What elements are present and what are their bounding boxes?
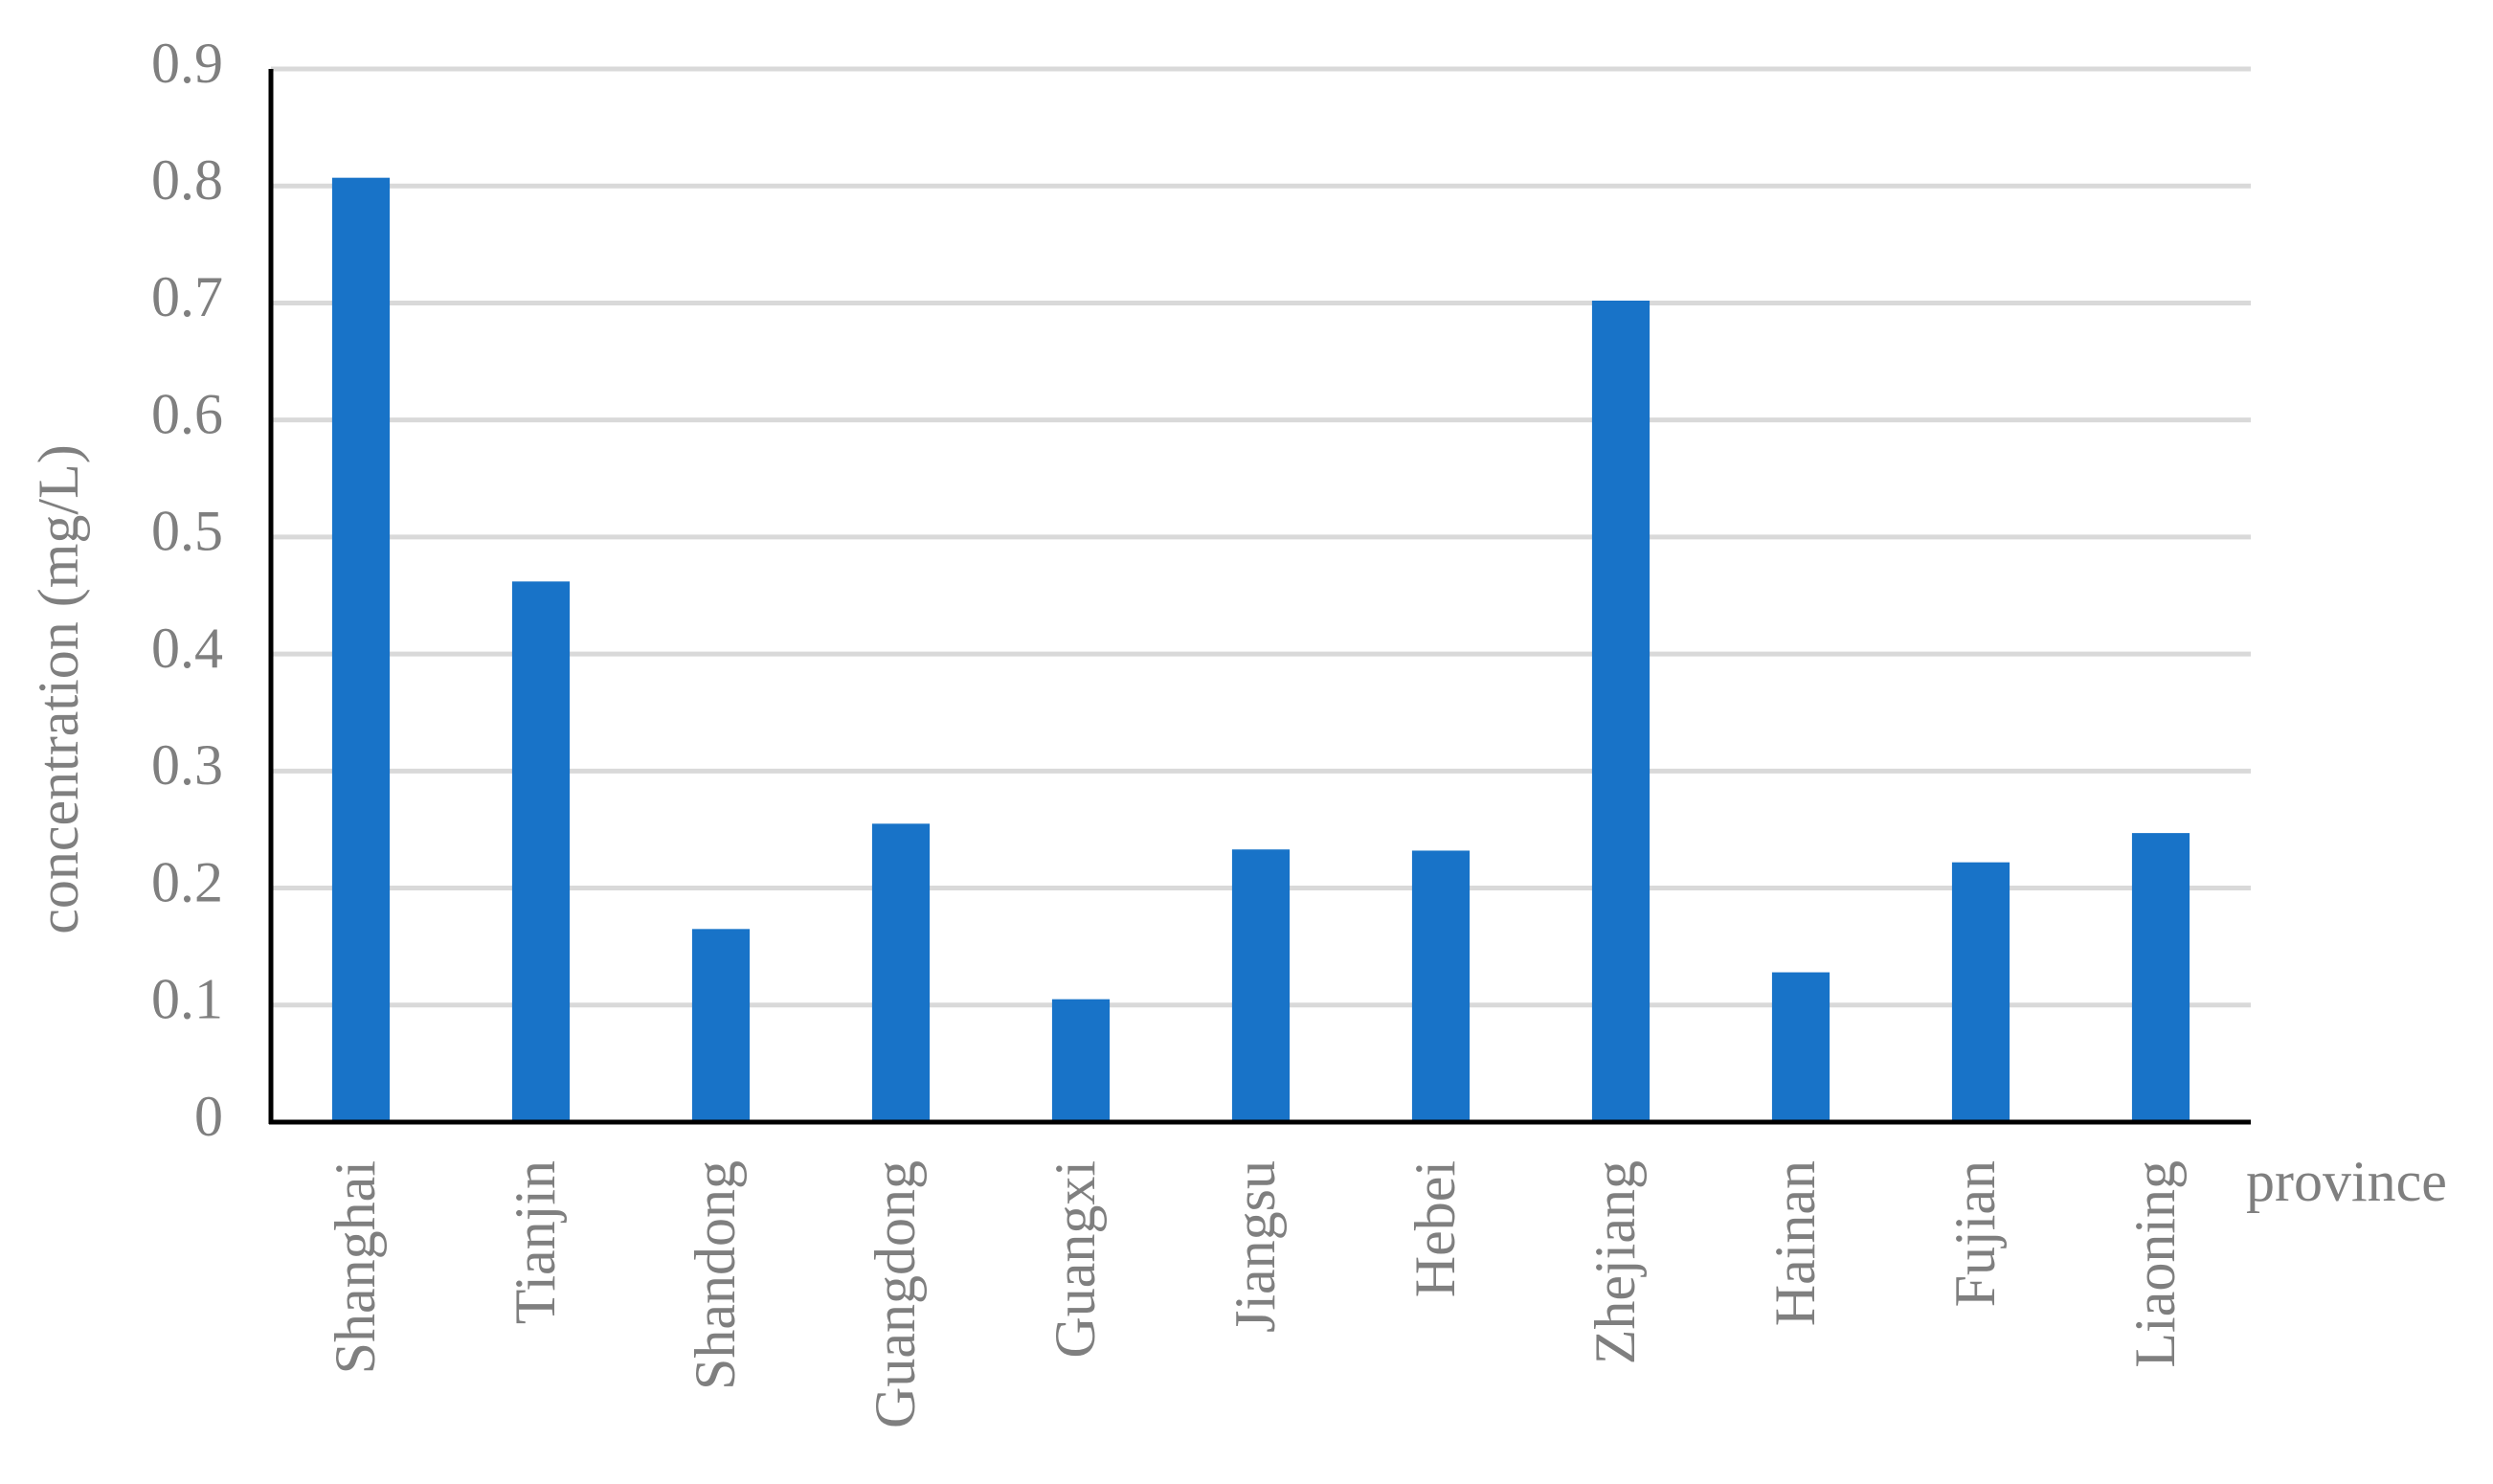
x-tick-label: Hebei [1404, 1160, 1467, 1297]
x-tick-label: Liaoning [2123, 1160, 2187, 1368]
bar [2131, 833, 2190, 1122]
x-axis-label: province [2246, 1150, 2447, 1213]
x-tick-label: Fujian [1943, 1160, 2007, 1307]
x-tick-label: Zhejiang [1583, 1160, 1647, 1364]
y-tick-label: 0.5 [151, 500, 223, 563]
y-tick-label: 0.4 [151, 617, 223, 680]
y-tick-label: 0 [194, 1085, 223, 1148]
y-tick-label: 0.2 [151, 850, 223, 913]
x-tick-label: Guangxi [1044, 1160, 1107, 1359]
y-tick-label: 0.8 [151, 148, 223, 212]
x-tick-label: Tianjin [504, 1160, 567, 1324]
x-tick-label: Shandong [684, 1160, 747, 1390]
bar [691, 929, 751, 1122]
x-tick-label: Hainan [1763, 1160, 1827, 1326]
x-tick-label: Guangdong [864, 1160, 927, 1428]
bar [1591, 301, 1651, 1122]
bar [1231, 849, 1291, 1122]
bar [511, 581, 571, 1122]
y-tick-label: 0.3 [151, 733, 223, 797]
y-tick-label: 0.1 [151, 968, 223, 1031]
bar [331, 177, 391, 1122]
x-tick-label: Jiangsu [1224, 1160, 1287, 1333]
x-tick-label: Shanghai [324, 1160, 387, 1374]
bar [1771, 972, 1830, 1122]
y-tick-label: 0.6 [151, 382, 223, 445]
y-axis-label: concentration (mg/L) [27, 444, 90, 933]
y-tick-label: 0.9 [151, 32, 223, 95]
bar [1951, 862, 2010, 1122]
y-tick-label: 0.7 [151, 265, 223, 328]
bar [1411, 850, 1471, 1122]
bar [1051, 999, 1111, 1122]
bar [871, 823, 931, 1122]
